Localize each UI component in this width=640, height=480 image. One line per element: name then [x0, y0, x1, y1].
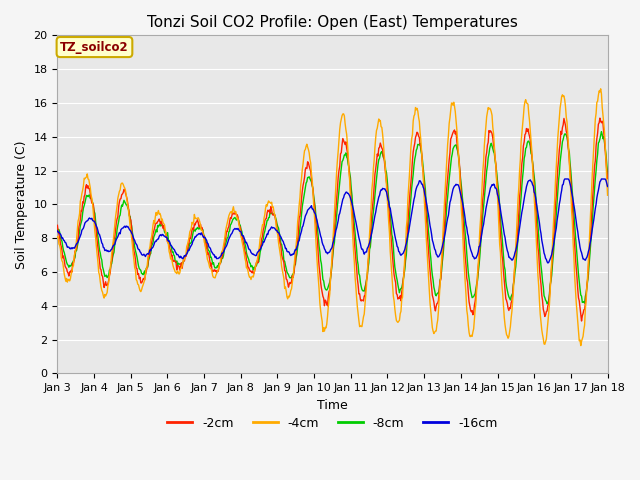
-16cm: [54, 228, 61, 234]
-2cm: [205, 252, 212, 258]
-4cm: [597, 86, 605, 92]
-2cm: [415, 134, 423, 140]
-4cm: [176, 270, 184, 276]
-16cm: [415, 178, 423, 184]
-4cm: [54, 234, 61, 240]
-8cm: [604, 171, 611, 177]
-4cm: [63, 279, 71, 285]
-16cm: [63, 244, 71, 250]
X-axis label: Time: Time: [317, 398, 348, 412]
-2cm: [399, 276, 407, 282]
-8cm: [54, 227, 61, 232]
Line: -4cm: -4cm: [58, 89, 607, 346]
-2cm: [63, 269, 71, 275]
-4cm: [120, 184, 128, 190]
-4cm: [415, 119, 423, 124]
-8cm: [63, 262, 71, 267]
-8cm: [598, 129, 605, 134]
Line: -8cm: -8cm: [58, 132, 607, 304]
-8cm: [176, 262, 184, 267]
-16cm: [399, 250, 407, 256]
-2cm: [54, 222, 61, 228]
-8cm: [543, 301, 551, 307]
-16cm: [205, 244, 212, 250]
-16cm: [544, 260, 552, 266]
-16cm: [176, 255, 184, 261]
-8cm: [399, 277, 407, 283]
Title: Tonzi Soil CO2 Profile: Open (East) Temperatures: Tonzi Soil CO2 Profile: Open (East) Temp…: [147, 15, 518, 30]
-4cm: [399, 280, 407, 286]
-2cm: [596, 115, 604, 121]
-8cm: [120, 197, 128, 203]
-2cm: [120, 187, 128, 192]
-4cm: [577, 343, 584, 348]
-2cm: [604, 176, 611, 181]
Y-axis label: Soil Temperature (C): Soil Temperature (C): [15, 140, 28, 269]
-16cm: [120, 224, 128, 230]
Legend: -2cm, -4cm, -8cm, -16cm: -2cm, -4cm, -8cm, -16cm: [163, 412, 502, 435]
-2cm: [578, 318, 586, 324]
-8cm: [415, 142, 423, 148]
-4cm: [205, 261, 212, 267]
-16cm: [561, 176, 568, 182]
Text: TZ_soilco2: TZ_soilco2: [60, 40, 129, 54]
-8cm: [205, 248, 212, 254]
-16cm: [604, 183, 611, 189]
Line: -2cm: -2cm: [58, 118, 607, 321]
Line: -16cm: -16cm: [58, 179, 607, 263]
-2cm: [176, 267, 184, 273]
-4cm: [604, 192, 611, 198]
